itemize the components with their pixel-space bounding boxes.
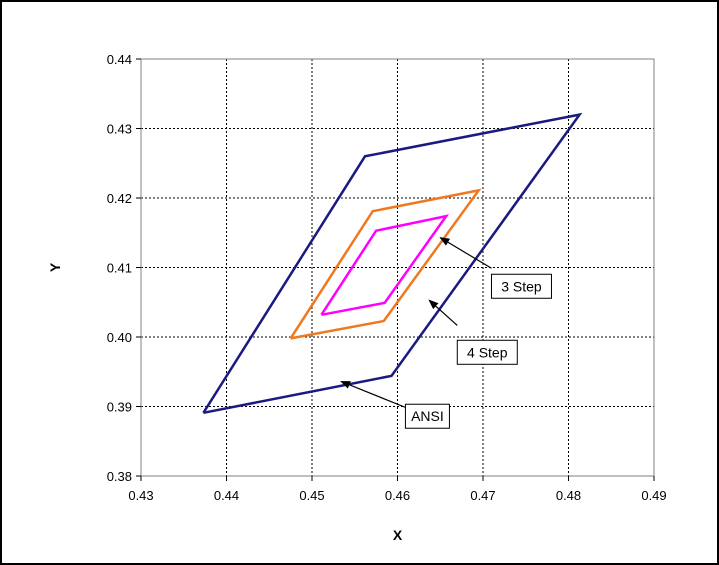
x-tick-label: 0.45 xyxy=(299,488,324,503)
x-tick-label: 0.44 xyxy=(214,488,239,503)
annotation-box-3-step xyxy=(490,273,552,299)
annotation-label-4-step: 4 Step xyxy=(467,344,508,360)
annotation-arrow-4-step xyxy=(428,299,458,326)
series-group xyxy=(202,112,583,415)
annotation-box-4-step xyxy=(456,339,518,365)
y-tick-label: 0.44 xyxy=(107,52,132,67)
annotation-label-ansi: ANSI xyxy=(411,408,444,424)
x-tick-label: 0.47 xyxy=(470,488,495,503)
y-axis-ticks: 0.38 0.39 0.40 0.41 0.42 0.43 0.44 xyxy=(107,52,141,484)
annotation-arrow-ansi xyxy=(340,380,406,408)
y-tick-label: 0.39 xyxy=(107,400,132,415)
annotation-label-3-step: 3 Step xyxy=(501,278,542,294)
series-line-ansi xyxy=(202,112,583,415)
y-tick-label: 0.40 xyxy=(107,330,132,345)
series-line-3-step xyxy=(320,214,450,317)
y-tick-label: 0.38 xyxy=(107,469,132,484)
grid xyxy=(141,59,654,476)
x-axis-title: X xyxy=(393,527,403,543)
x-axis-ticks: 0.43 0.44 0.45 0.46 0.47 0.48 0.49 xyxy=(128,476,667,503)
y-tick-label: 0.42 xyxy=(107,191,132,206)
x-tick-label: 0.46 xyxy=(385,488,410,503)
x-tick-label: 0.43 xyxy=(128,488,153,503)
annotation-arrow-3-step xyxy=(439,237,492,269)
x-tick-label: 0.49 xyxy=(641,488,666,503)
annotations: 3 Step 4 Step ANSI xyxy=(340,237,552,429)
annotation-box-ansi xyxy=(404,403,450,429)
y-tick-label: 0.41 xyxy=(107,261,132,276)
y-tick-label: 0.43 xyxy=(107,122,132,137)
x-tick-label: 0.48 xyxy=(556,488,581,503)
y-axis-title: Y xyxy=(47,262,63,272)
series-line-4-step xyxy=(289,188,482,340)
